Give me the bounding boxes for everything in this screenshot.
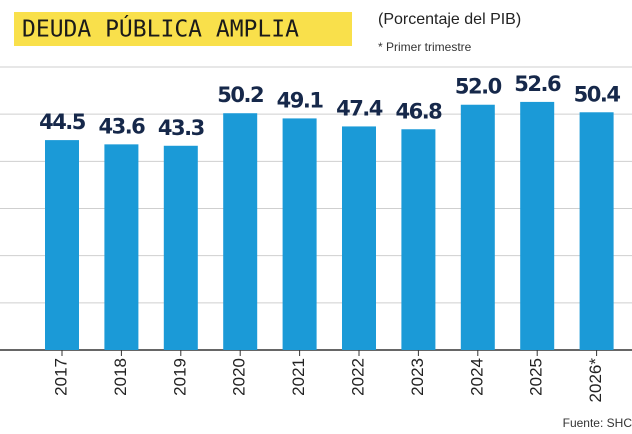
x-tick-label: 2017 xyxy=(51,358,70,396)
x-tick-label: 2025 xyxy=(527,358,546,396)
x-tick-label: 2018 xyxy=(111,358,130,396)
value-label: 52.0 xyxy=(455,75,502,99)
bar xyxy=(579,112,614,350)
bar xyxy=(45,140,79,350)
value-label: 50.4 xyxy=(574,82,621,106)
value-label: 46.8 xyxy=(395,99,442,123)
bar xyxy=(223,113,258,351)
x-tick-label: 2023 xyxy=(408,358,427,396)
chart-title: DEUDA PÚBLICA AMPLIA xyxy=(22,15,299,43)
x-tick-label: 2019 xyxy=(170,358,189,396)
bar xyxy=(163,145,198,350)
value-label: 43.6 xyxy=(98,114,145,138)
bar xyxy=(282,118,317,350)
bar xyxy=(104,144,139,350)
x-tick-label: 2020 xyxy=(230,358,249,396)
bar xyxy=(460,104,495,350)
value-label: 50.2 xyxy=(217,83,263,107)
x-tick-label: 2026* xyxy=(586,358,605,403)
title-box xyxy=(14,12,352,46)
subtitle: (Porcentaje del PIB) xyxy=(378,11,521,28)
value-label: 49.1 xyxy=(277,88,324,112)
x-tick-label: 2021 xyxy=(289,358,308,396)
value-label: 52.6 xyxy=(514,72,561,96)
bar xyxy=(342,126,376,351)
source: Fuente: SHC xyxy=(563,416,632,430)
value-label: 47.4 xyxy=(336,96,383,120)
value-label: 44.5 xyxy=(39,110,86,134)
x-tick-label: 2022 xyxy=(348,358,367,396)
value-label: 43.3 xyxy=(158,116,204,140)
bar xyxy=(520,101,555,350)
bar xyxy=(401,129,436,350)
x-tick-label: 2024 xyxy=(467,358,486,396)
note: * Primer trimestre xyxy=(378,40,472,54)
